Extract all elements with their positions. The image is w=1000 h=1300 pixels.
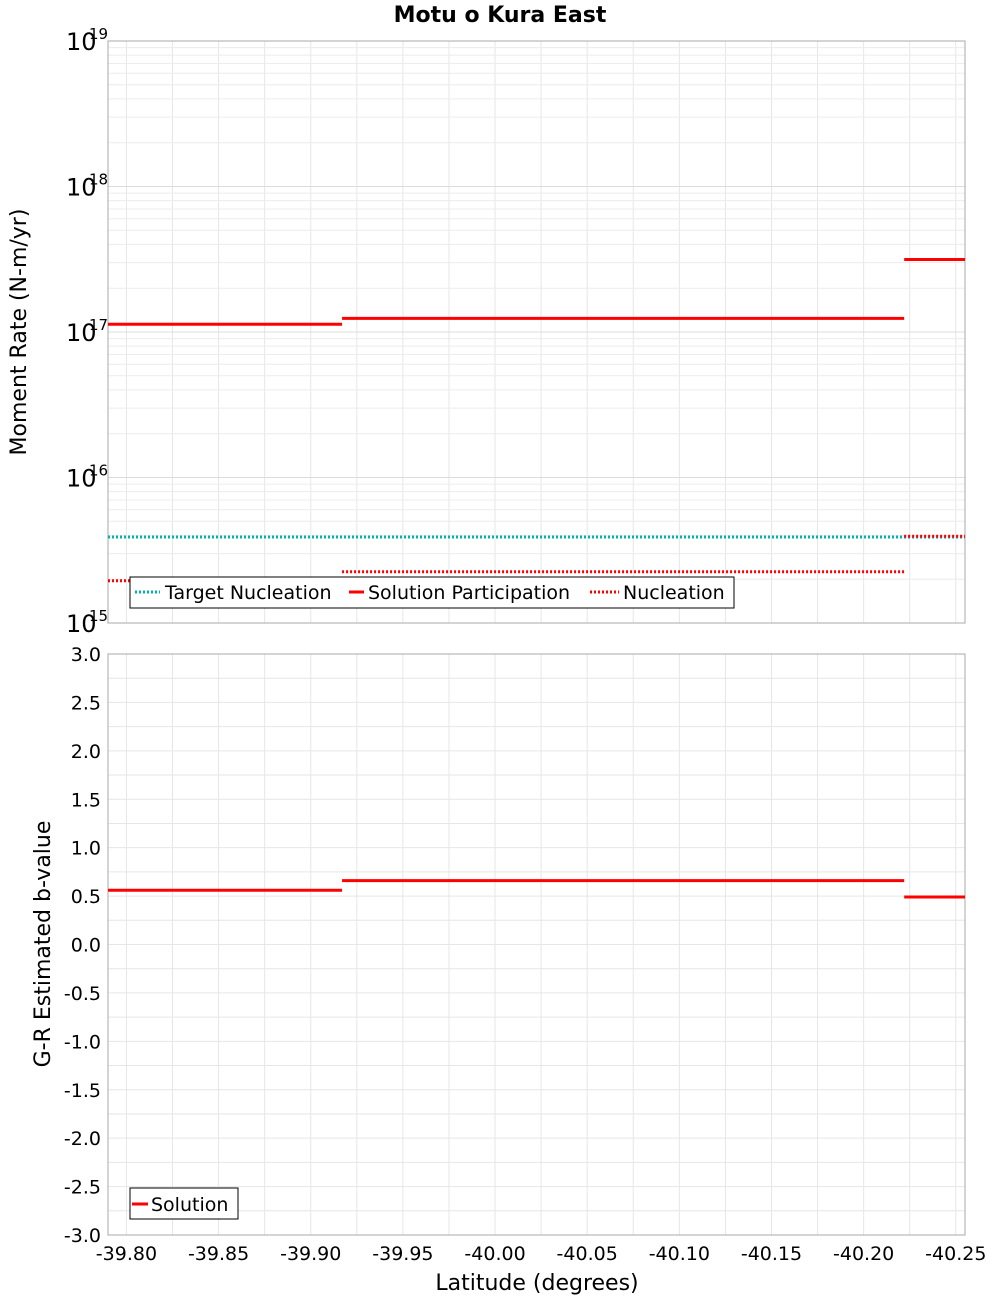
- x-tick-label: -39.90: [280, 1243, 341, 1265]
- top-y-axis-label: Moment Rate (N-m/yr): [7, 209, 32, 456]
- bottom-y-axis-label: G-R Estimated b-value: [31, 821, 56, 1068]
- top-legend-box: [129, 576, 735, 609]
- bottom-y-tick-label: 1.5: [71, 789, 101, 811]
- bottom-y-tick-label: 3.0: [71, 644, 101, 666]
- x-tick-label: -39.85: [188, 1243, 249, 1265]
- x-tick-label: -40.20: [833, 1243, 894, 1265]
- legend-solution-participation-label: Solution Participation: [368, 582, 570, 604]
- x-axis-label: Latitude (degrees): [435, 1271, 638, 1296]
- top-y-tick-exponent: 19: [89, 25, 108, 43]
- legend-solution-label: Solution: [151, 1194, 228, 1216]
- bottom-y-tick-label: 0.0: [71, 935, 101, 957]
- bottom-y-tick-label: -0.5: [64, 983, 101, 1005]
- x-tick-label: -40.00: [464, 1243, 525, 1265]
- legend-target-nucleation-label: Target Nucleation: [164, 582, 332, 604]
- bottom-y-tick-label: -1.0: [64, 1031, 101, 1053]
- top-y-tick-exponent: 18: [89, 171, 108, 189]
- top-y-tick-exponent: 15: [89, 607, 108, 625]
- x-tick-label: -40.15: [741, 1243, 802, 1265]
- bottom-y-tick-label: 0.5: [71, 886, 101, 908]
- top-y-tick-base: 10: [66, 174, 97, 202]
- bottom-y-tick-label: -2.5: [64, 1177, 101, 1199]
- top-plot-frame: [107, 40, 966, 624]
- bottom-legend: Solution: [129, 1187, 239, 1220]
- x-tick-label: -40.05: [557, 1243, 618, 1265]
- bottom-y-tick-label: -2.0: [64, 1128, 101, 1150]
- x-tick-label: -40.10: [649, 1243, 710, 1265]
- legend-nucleation-label: Nucleation: [623, 582, 725, 604]
- x-tick-label: -39.80: [96, 1243, 157, 1265]
- top-legend: Target Nucleation Solution Participation…: [129, 576, 735, 609]
- bottom-plot: 3.0 2.5 2.0 1.5 1.0 0.5 0.0 -0.5 -1.0 -1.5 -2.0 -2.…: [31, 644, 986, 1296]
- bottom-y-tick-label: 2.5: [71, 692, 101, 714]
- top-y-tick-base: 10: [66, 610, 97, 638]
- x-tick-label: -40.25: [925, 1243, 986, 1265]
- top-y-tick-base: 10: [66, 28, 97, 56]
- bottom-y-tick-label: -3.0: [64, 1225, 101, 1247]
- bottom-y-tick-label: 2.0: [71, 741, 101, 763]
- bottom-y-tick-label: -1.5: [64, 1080, 101, 1102]
- chart-title: Motu o Kura East: [394, 3, 607, 28]
- top-y-tick-base: 10: [66, 319, 97, 347]
- top-y-tick-exponent: 16: [89, 462, 108, 480]
- bottom-plot-frame: [107, 653, 966, 1236]
- top-y-tick-base: 10: [66, 465, 97, 493]
- bottom-y-tick-label: 1.0: [71, 838, 101, 860]
- top-y-tick-exponent: 17: [89, 316, 108, 334]
- x-tick-label: -39.95: [372, 1243, 433, 1265]
